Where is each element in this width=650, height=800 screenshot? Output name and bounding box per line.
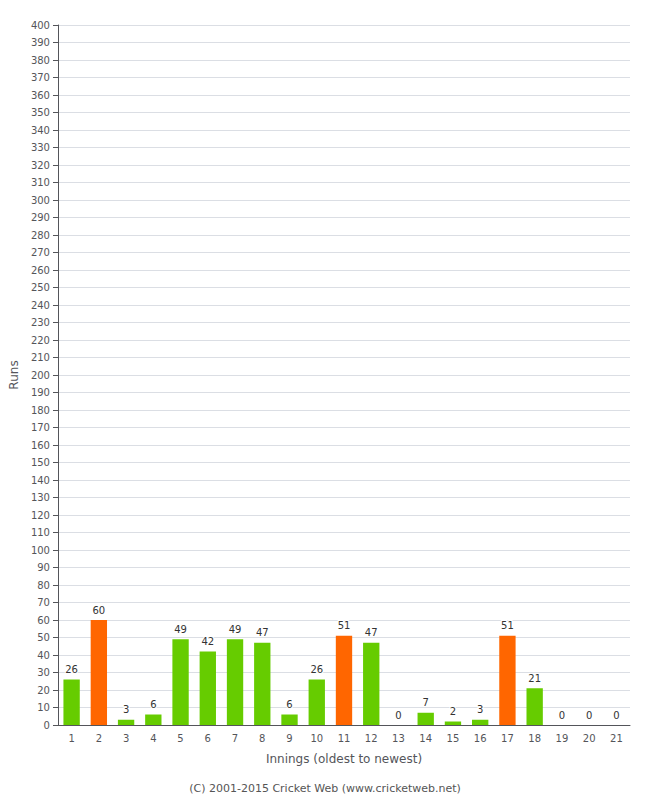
svg-text:400: 400 <box>31 20 50 31</box>
svg-text:11: 11 <box>338 733 351 744</box>
svg-text:140: 140 <box>31 475 50 486</box>
svg-text:130: 130 <box>31 492 50 503</box>
svg-text:10: 10 <box>37 702 50 713</box>
svg-text:190: 190 <box>31 387 50 398</box>
svg-text:200: 200 <box>31 370 50 381</box>
svg-text:170: 170 <box>31 422 50 433</box>
svg-text:4: 4 <box>150 733 156 744</box>
svg-text:1: 1 <box>68 733 74 744</box>
svg-text:390: 390 <box>31 37 50 48</box>
svg-text:10: 10 <box>310 733 323 744</box>
svg-text:40: 40 <box>37 650 50 661</box>
svg-text:19: 19 <box>556 733 569 744</box>
svg-text:2: 2 <box>450 706 456 717</box>
svg-text:340: 340 <box>31 125 50 136</box>
svg-text:21: 21 <box>528 673 541 684</box>
svg-text:290: 290 <box>31 212 50 223</box>
svg-text:70: 70 <box>37 597 50 608</box>
svg-text:0: 0 <box>559 710 565 721</box>
svg-text:20: 20 <box>37 685 50 696</box>
svg-text:6: 6 <box>205 733 211 744</box>
svg-text:3: 3 <box>477 704 483 715</box>
svg-text:49: 49 <box>174 624 187 635</box>
svg-text:80: 80 <box>37 580 50 591</box>
svg-text:240: 240 <box>31 300 50 311</box>
svg-text:280: 280 <box>31 230 50 241</box>
svg-text:3: 3 <box>123 733 129 744</box>
svg-text:16: 16 <box>474 733 487 744</box>
svg-text:210: 210 <box>31 352 50 363</box>
svg-text:370: 370 <box>31 72 50 83</box>
svg-text:17: 17 <box>501 733 514 744</box>
svg-text:320: 320 <box>31 160 50 171</box>
svg-text:18: 18 <box>528 733 541 744</box>
svg-text:0: 0 <box>613 710 619 721</box>
svg-text:Runs: Runs <box>7 360 21 389</box>
svg-text:230: 230 <box>31 317 50 328</box>
svg-text:100: 100 <box>31 545 50 556</box>
svg-text:250: 250 <box>31 282 50 293</box>
svg-text:30: 30 <box>37 667 50 678</box>
svg-text:8: 8 <box>259 733 265 744</box>
svg-text:51: 51 <box>338 620 351 631</box>
svg-text:0: 0 <box>44 720 50 731</box>
svg-text:60: 60 <box>37 615 50 626</box>
svg-text:350: 350 <box>31 107 50 118</box>
svg-text:13: 13 <box>392 733 405 744</box>
svg-text:9: 9 <box>286 733 292 744</box>
svg-text:47: 47 <box>256 627 269 638</box>
svg-text:300: 300 <box>31 195 50 206</box>
svg-text:220: 220 <box>31 335 50 346</box>
svg-text:380: 380 <box>31 55 50 66</box>
svg-text:160: 160 <box>31 440 50 451</box>
svg-text:49: 49 <box>229 624 242 635</box>
svg-text:180: 180 <box>31 405 50 416</box>
svg-text:3: 3 <box>123 704 129 715</box>
svg-text:21: 21 <box>610 733 623 744</box>
svg-text:110: 110 <box>31 527 50 538</box>
svg-text:14: 14 <box>419 733 432 744</box>
svg-text:42: 42 <box>201 636 214 647</box>
svg-text:51: 51 <box>501 620 514 631</box>
svg-text:120: 120 <box>31 510 50 521</box>
svg-text:90: 90 <box>37 562 50 573</box>
svg-text:310: 310 <box>31 177 50 188</box>
svg-text:260: 260 <box>31 265 50 276</box>
svg-text:0: 0 <box>586 710 592 721</box>
svg-text:7: 7 <box>232 733 238 744</box>
svg-text:6: 6 <box>150 699 156 710</box>
svg-text:5: 5 <box>177 733 183 744</box>
svg-text:26: 26 <box>310 664 323 675</box>
svg-text:15: 15 <box>447 733 460 744</box>
svg-text:26: 26 <box>65 664 78 675</box>
svg-text:60: 60 <box>92 605 105 616</box>
svg-text:270: 270 <box>31 247 50 258</box>
svg-text:(C) 2001-2015 Cricket Web (www: (C) 2001-2015 Cricket Web (www.cricketwe… <box>189 782 461 795</box>
svg-text:360: 360 <box>31 90 50 101</box>
svg-text:6: 6 <box>286 699 292 710</box>
svg-text:2: 2 <box>96 733 102 744</box>
svg-text:12: 12 <box>365 733 378 744</box>
svg-text:7: 7 <box>423 697 429 708</box>
svg-text:50: 50 <box>37 632 50 643</box>
svg-text:Innings (oldest to newest): Innings (oldest to newest) <box>266 752 422 766</box>
svg-text:20: 20 <box>583 733 596 744</box>
svg-text:0: 0 <box>395 710 401 721</box>
svg-text:330: 330 <box>31 142 50 153</box>
svg-text:47: 47 <box>365 627 378 638</box>
svg-text:150: 150 <box>31 457 50 468</box>
